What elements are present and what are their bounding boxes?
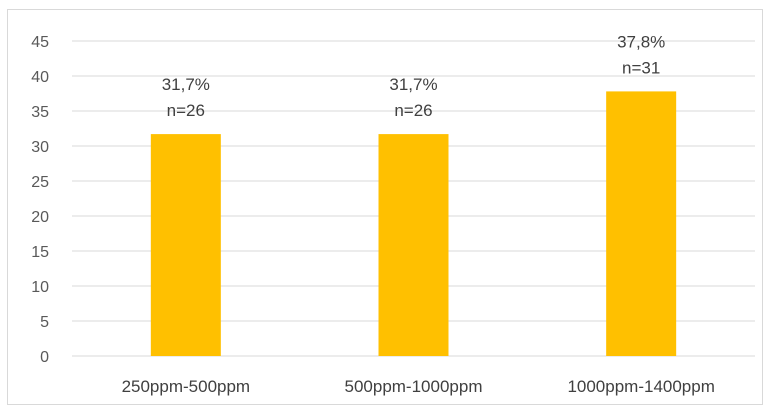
data-label-count: n=31 (622, 58, 660, 77)
y-tick-label: 45 (31, 34, 49, 51)
bar (150, 134, 221, 356)
y-tick-label: 0 (40, 349, 49, 366)
y-tick-label: 20 (31, 209, 49, 226)
y-tick-label: 35 (31, 104, 49, 121)
y-tick-label: 30 (31, 139, 49, 156)
y-tick-label: 10 (31, 279, 49, 296)
bar (378, 134, 449, 356)
x-tick-label: 1000ppm-1400ppm (567, 377, 714, 396)
data-label-count: n=26 (167, 101, 205, 120)
x-tick-label: 500ppm-1000ppm (345, 377, 483, 396)
data-label-percent: 37,8% (617, 32, 665, 51)
data-label-count: n=26 (394, 101, 432, 120)
data-label-percent: 31,7% (389, 75, 437, 94)
y-tick-label: 40 (31, 69, 49, 86)
y-tick-label: 5 (40, 314, 49, 331)
data-label-percent: 31,7% (162, 75, 210, 94)
y-tick-label: 15 (31, 244, 49, 261)
x-tick-label: 250ppm-500ppm (122, 377, 251, 396)
bar (606, 91, 677, 357)
y-tick-label: 25 (31, 174, 49, 191)
